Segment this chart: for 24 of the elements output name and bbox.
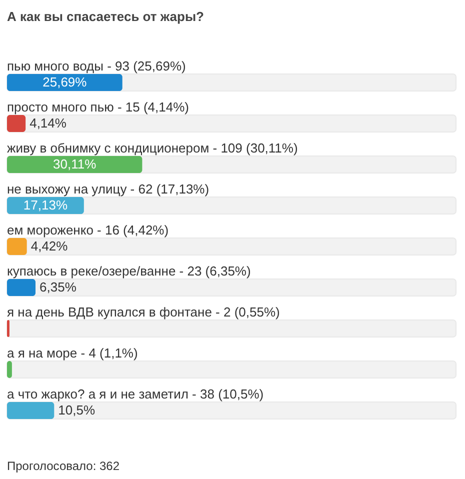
data-label: 30,11%	[53, 156, 97, 172]
data-label: 10,5%	[58, 402, 96, 418]
y-tick-label: просто много пью - 15 (4,14%)	[7, 100, 189, 114]
y-tick-label: не выхожу на улицу - 62 (17,13%)	[7, 182, 210, 196]
y-tick-label: живу в обнимку с кондиционером - 109 (30,11%)	[7, 140, 298, 156]
y-tick-label: а я на море - 4 (1,1%)	[7, 346, 138, 360]
text: Проголосовало: 362	[7, 459, 120, 473]
y-tick-label: купаюсь в реке/озере/ванне - 23 (6,35%)	[7, 264, 251, 278]
data-label: 6,35%	[40, 280, 77, 294]
y-tick-label: ем мороженко - 16 (4,42%)	[7, 222, 169, 238]
y-tick-label: я на день ВДВ купался в фонтане - 2 (0,55%)	[7, 304, 280, 320]
bar	[7, 279, 36, 296]
data-label: 4,42%	[30, 238, 68, 254]
y-tick-label: а что жарко? а я и не заметил - 38 (10,5%)	[7, 386, 264, 402]
data-label: 25,69%	[42, 74, 88, 90]
data-label: 4,14%	[30, 116, 67, 130]
bar	[7, 156, 142, 173]
y-tick-label: пью много воды - 93 (25,69%)	[7, 58, 186, 74]
bar	[7, 402, 54, 419]
chart-title: А как вы спасаетесь от жары?	[7, 9, 204, 24]
bar	[7, 74, 122, 91]
data-label: 17,13%	[23, 198, 68, 212]
bar	[7, 238, 27, 255]
bar	[7, 115, 26, 132]
